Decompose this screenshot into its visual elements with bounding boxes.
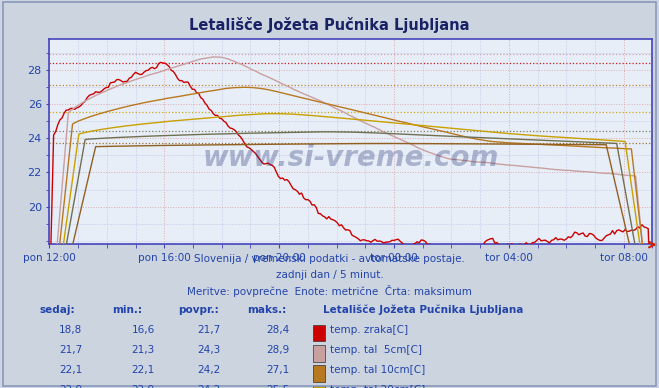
Text: 24,2: 24,2 (198, 365, 221, 375)
Text: 21,7: 21,7 (198, 325, 221, 335)
Text: 22,9: 22,9 (59, 385, 82, 388)
Text: 21,7: 21,7 (59, 345, 82, 355)
Text: sedaj:: sedaj: (40, 305, 75, 315)
Text: temp. tal  5cm[C]: temp. tal 5cm[C] (330, 345, 422, 355)
Text: 22,9: 22,9 (132, 385, 155, 388)
Text: 28,9: 28,9 (267, 345, 290, 355)
Text: 16,6: 16,6 (132, 325, 155, 335)
Text: 27,1: 27,1 (267, 365, 290, 375)
Text: 22,1: 22,1 (132, 365, 155, 375)
Text: 22,1: 22,1 (59, 365, 82, 375)
Text: 24,2: 24,2 (198, 385, 221, 388)
Text: 24,3: 24,3 (198, 345, 221, 355)
Text: maks.:: maks.: (247, 305, 287, 315)
Text: temp. tal 20cm[C]: temp. tal 20cm[C] (330, 385, 425, 388)
Text: 25,5: 25,5 (267, 385, 290, 388)
Text: www.si-vreme.com: www.si-vreme.com (203, 144, 499, 172)
Text: temp. tal 10cm[C]: temp. tal 10cm[C] (330, 365, 425, 375)
Text: 21,3: 21,3 (132, 345, 155, 355)
Text: 18,8: 18,8 (59, 325, 82, 335)
Text: 28,4: 28,4 (267, 325, 290, 335)
Text: zadnji dan / 5 minut.: zadnji dan / 5 minut. (275, 270, 384, 280)
Text: Letališče Jožeta Pučnika Ljubljana: Letališče Jožeta Pučnika Ljubljana (323, 305, 523, 315)
Text: min.:: min.: (112, 305, 142, 315)
Text: povpr.:: povpr.: (178, 305, 219, 315)
Text: temp. zraka[C]: temp. zraka[C] (330, 325, 408, 335)
Text: Slovenija / vremenski podatki - avtomatske postaje.: Slovenija / vremenski podatki - avtomats… (194, 254, 465, 264)
Text: Meritve: povprečne  Enote: metrične  Črta: maksimum: Meritve: povprečne Enote: metrične Črta:… (187, 285, 472, 297)
Text: Letališče Jožeta Pučnika Ljubljana: Letališče Jožeta Pučnika Ljubljana (189, 17, 470, 33)
